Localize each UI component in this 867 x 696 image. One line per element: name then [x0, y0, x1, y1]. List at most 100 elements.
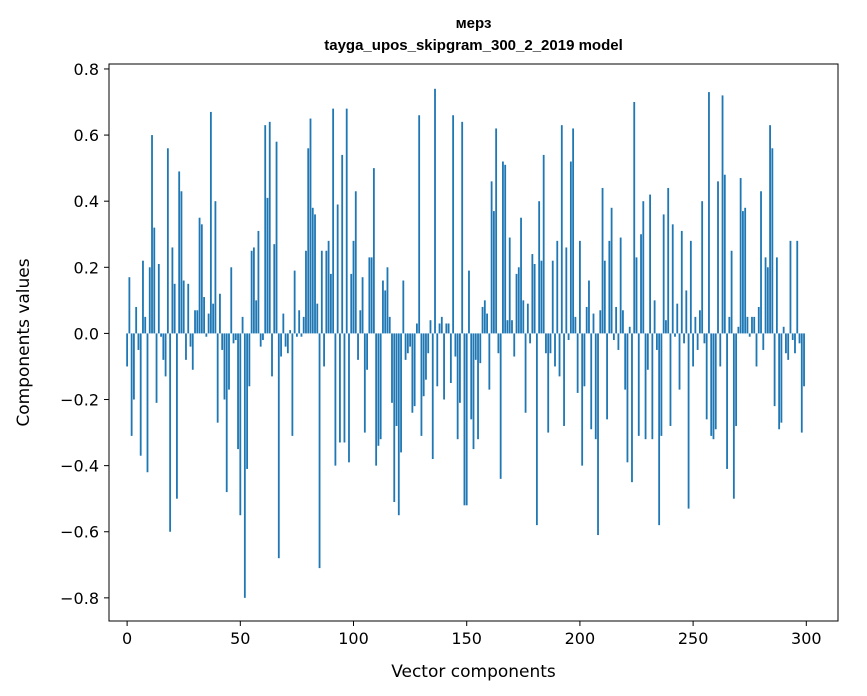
- bar-146: [456, 333, 459, 440]
- x-tick-label: 0: [122, 629, 132, 648]
- bar-298: [800, 333, 803, 433]
- bar-95: [341, 154, 344, 334]
- bar-203: [585, 306, 588, 334]
- bar-120: [397, 333, 400, 516]
- bar-116: [388, 316, 391, 334]
- bar-91: [332, 108, 335, 334]
- bar-172: [515, 273, 518, 334]
- bar-181: [535, 333, 538, 526]
- bar-79: [305, 250, 307, 334]
- bar-87: [323, 333, 325, 367]
- bar-217: [617, 333, 620, 350]
- bar-210: [601, 187, 604, 334]
- bar-236: [660, 333, 663, 436]
- bar-117: [391, 333, 393, 403]
- bar-259: [712, 333, 715, 440]
- bar-74: [293, 270, 296, 334]
- bar-59: [259, 333, 262, 347]
- bar-227: [640, 234, 642, 334]
- bar-256: [705, 333, 708, 420]
- bar-192: [560, 125, 563, 334]
- bar-62: [266, 197, 269, 334]
- bar-190: [556, 240, 559, 334]
- bar-211: [603, 260, 606, 334]
- bar-81: [309, 118, 312, 334]
- bar-214: [610, 207, 613, 334]
- bar-114: [384, 290, 387, 334]
- bar-212: [606, 333, 608, 420]
- bar-9: [146, 333, 149, 473]
- bar-258: [710, 333, 713, 436]
- bar-188: [551, 260, 554, 334]
- bar-76: [298, 310, 301, 334]
- bar-248: [687, 333, 690, 509]
- bar-132: [425, 333, 427, 380]
- bar-247: [685, 290, 688, 334]
- bar-106: [366, 333, 368, 370]
- bar-0: [126, 333, 129, 367]
- bar-49: [237, 333, 239, 450]
- bar-57: [255, 300, 258, 334]
- bar-130: [420, 333, 423, 436]
- bar-288: [778, 333, 781, 430]
- bar-23: [178, 171, 181, 334]
- bar-241: [671, 224, 674, 334]
- bar-127: [413, 333, 416, 407]
- bar-225: [635, 257, 638, 334]
- bar-237: [662, 214, 665, 334]
- bar-191: [558, 333, 561, 377]
- bar-226: [637, 333, 640, 436]
- bar-245: [680, 230, 683, 334]
- bar-18: [166, 148, 169, 334]
- y-tick-label: 0.6: [74, 126, 99, 145]
- bar-84: [316, 303, 319, 334]
- bar-27: [187, 283, 190, 334]
- bar-197: [572, 128, 575, 334]
- bar-171: [513, 333, 516, 357]
- bar-250: [692, 333, 695, 367]
- bar-152: [470, 333, 473, 420]
- bar-297: [798, 333, 801, 344]
- bar-15: [160, 333, 162, 337]
- bar-224: [633, 102, 636, 334]
- bar-228: [642, 201, 645, 334]
- bar-50: [239, 333, 242, 516]
- bar-294: [791, 333, 794, 341]
- x-axis-ticks: 0 50 100 150 200 250 300: [122, 621, 822, 648]
- bar-270: [737, 326, 740, 334]
- bar-187: [549, 333, 552, 354]
- bar-182: [538, 201, 541, 334]
- bar-168: [506, 320, 509, 334]
- bar-58: [257, 230, 260, 334]
- bar-263: [721, 95, 724, 334]
- bar-205: [590, 333, 593, 430]
- bar-204: [588, 280, 590, 334]
- bar-160: [488, 333, 491, 390]
- bar-234: [655, 333, 658, 350]
- bar-82: [311, 207, 314, 334]
- bar-19: [169, 333, 172, 532]
- bar-276: [751, 316, 753, 334]
- bar-64: [271, 333, 273, 377]
- bar-2: [130, 333, 133, 436]
- x-tick-label: 150: [451, 629, 482, 648]
- bar-255: [703, 333, 706, 344]
- bar-194: [565, 247, 568, 334]
- bar-10: [148, 267, 151, 334]
- bar-206: [592, 313, 595, 334]
- bar-196: [569, 161, 572, 334]
- bar-26: [185, 333, 187, 360]
- bar-70: [284, 333, 287, 347]
- bar-272: [742, 211, 744, 334]
- bar-53: [246, 333, 249, 469]
- bar-233: [653, 300, 656, 334]
- bar-113: [382, 280, 384, 334]
- bar-3: [132, 333, 135, 400]
- bar-46: [230, 267, 233, 334]
- bar-93: [336, 204, 339, 334]
- bar-149: [463, 333, 466, 506]
- bar-14: [157, 263, 160, 334]
- bar-200: [579, 240, 581, 334]
- bar-292: [787, 333, 790, 360]
- bar-280: [760, 191, 762, 334]
